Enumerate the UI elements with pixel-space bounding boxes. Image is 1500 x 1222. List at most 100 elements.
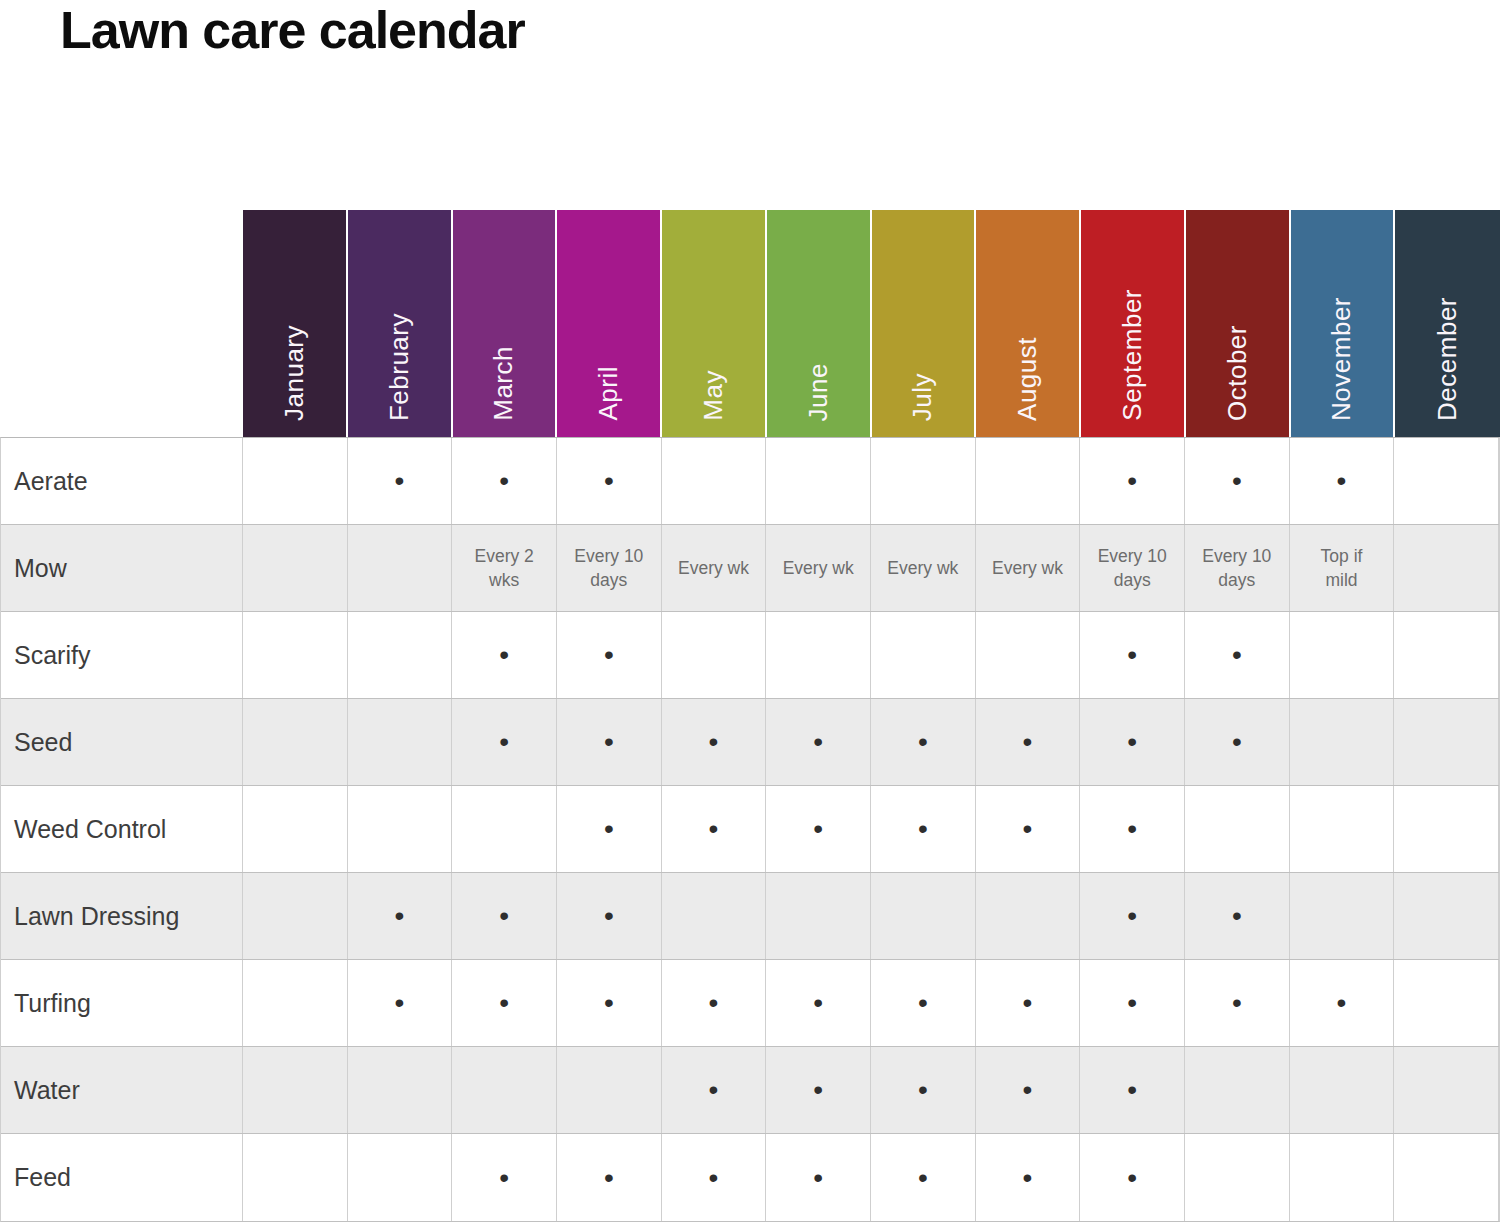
dot-cell: •	[452, 873, 557, 959]
month-label: April	[593, 366, 624, 421]
dot-cell: •	[557, 699, 662, 785]
empty-cell	[243, 786, 348, 872]
dot-cell: •	[557, 873, 662, 959]
empty-cell	[1394, 873, 1499, 959]
table-row: Aerate••••••	[1, 438, 1499, 525]
month-header-october: October	[1186, 210, 1291, 437]
row-label: Lawn Dressing	[1, 873, 243, 959]
dot-cell: •	[1080, 1047, 1185, 1133]
row-label: Feed	[1, 1134, 243, 1221]
month-header-december: December	[1395, 210, 1500, 437]
dot-cell: •	[976, 699, 1081, 785]
dot-cell: •	[766, 1047, 871, 1133]
empty-cell	[348, 525, 453, 611]
table-row: Seed••••••••	[1, 699, 1499, 786]
empty-cell	[243, 612, 348, 698]
month-label: January	[279, 325, 310, 421]
dot-cell: •	[452, 1134, 557, 1221]
empty-cell	[243, 699, 348, 785]
month-label: May	[698, 370, 729, 421]
empty-cell	[243, 438, 348, 524]
dot-cell: •	[348, 438, 453, 524]
dot-cell: •	[871, 699, 976, 785]
header-spacer	[0, 210, 243, 437]
dot-cell: •	[1185, 612, 1290, 698]
dot-cell: •	[557, 960, 662, 1046]
empty-cell	[976, 873, 1081, 959]
month-label: December	[1432, 297, 1463, 421]
empty-cell	[348, 699, 453, 785]
month-label: July	[907, 373, 938, 421]
empty-cell	[348, 1134, 453, 1221]
dot-cell: •	[557, 612, 662, 698]
note-cell: Every wk	[871, 525, 976, 611]
dot-cell: •	[1080, 612, 1185, 698]
empty-cell	[452, 1047, 557, 1133]
empty-cell	[1290, 699, 1395, 785]
empty-cell	[871, 438, 976, 524]
empty-cell	[662, 438, 767, 524]
row-label: Turfing	[1, 960, 243, 1046]
empty-cell	[1394, 960, 1499, 1046]
dot-cell: •	[662, 786, 767, 872]
empty-cell	[871, 873, 976, 959]
dot-cell: •	[1185, 873, 1290, 959]
dot-cell: •	[1080, 873, 1185, 959]
row-label: Aerate	[1, 438, 243, 524]
table-row: Turfing••••••••••	[1, 960, 1499, 1047]
month-label: September	[1117, 289, 1148, 421]
row-label: Seed	[1, 699, 243, 785]
empty-cell	[1394, 699, 1499, 785]
table-row: Water•••••	[1, 1047, 1499, 1134]
empty-cell	[1290, 1134, 1395, 1221]
lawn-care-calendar: JanuaryFebruaryMarchAprilMayJuneJulyAugu…	[0, 210, 1500, 1222]
dot-cell: •	[1185, 438, 1290, 524]
month-label: August	[1012, 337, 1043, 421]
note-cell: Every wk	[976, 525, 1081, 611]
note-cell: Every wk	[662, 525, 767, 611]
row-label: Weed Control	[1, 786, 243, 872]
empty-cell	[976, 612, 1081, 698]
dot-cell: •	[766, 1134, 871, 1221]
empty-cell	[766, 438, 871, 524]
dot-cell: •	[452, 438, 557, 524]
empty-cell	[1185, 1047, 1290, 1133]
empty-cell	[1290, 612, 1395, 698]
empty-cell	[243, 525, 348, 611]
dot-cell: •	[1080, 960, 1185, 1046]
month-header-row: JanuaryFebruaryMarchAprilMayJuneJulyAugu…	[0, 210, 1500, 437]
dot-cell: •	[871, 1134, 976, 1221]
dot-cell: •	[662, 1047, 767, 1133]
row-label: Water	[1, 1047, 243, 1133]
empty-cell	[1290, 1047, 1395, 1133]
dot-cell: •	[1290, 438, 1395, 524]
dot-cell: •	[348, 873, 453, 959]
month-header-july: July	[872, 210, 977, 437]
empty-cell	[1394, 1047, 1499, 1133]
month-header-june: June	[767, 210, 872, 437]
month-label: October	[1222, 325, 1253, 421]
dot-cell: •	[871, 1047, 976, 1133]
dot-cell: •	[1185, 960, 1290, 1046]
month-label: June	[803, 363, 834, 421]
note-cell: Every wk	[766, 525, 871, 611]
table-row: Scarify••••	[1, 612, 1499, 699]
empty-cell	[1185, 786, 1290, 872]
month-header-january: January	[243, 210, 348, 437]
empty-cell	[243, 873, 348, 959]
month-header-march: March	[453, 210, 558, 437]
dot-cell: •	[662, 699, 767, 785]
dot-cell: •	[871, 960, 976, 1046]
empty-cell	[976, 438, 1081, 524]
empty-cell	[1394, 438, 1499, 524]
table-row: Weed Control••••••	[1, 786, 1499, 873]
empty-cell	[1394, 786, 1499, 872]
empty-cell	[1290, 786, 1395, 872]
empty-cell	[243, 1047, 348, 1133]
dot-cell: •	[452, 960, 557, 1046]
empty-cell	[1394, 525, 1499, 611]
empty-cell	[1290, 873, 1395, 959]
empty-cell	[243, 1134, 348, 1221]
dot-cell: •	[452, 612, 557, 698]
dot-cell: •	[976, 960, 1081, 1046]
